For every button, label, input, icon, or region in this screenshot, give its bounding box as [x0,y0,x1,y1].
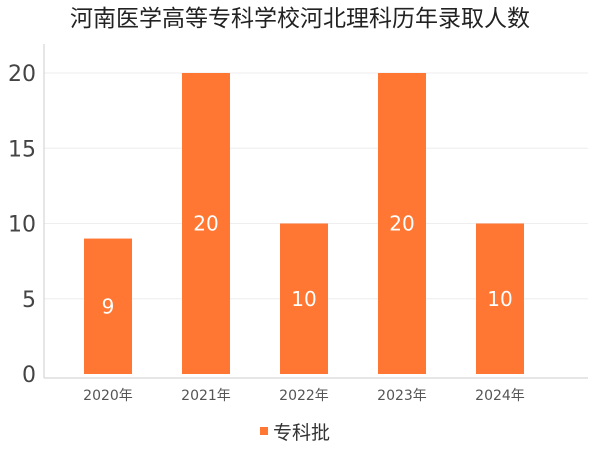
x-tick-label: 2020年 [83,388,133,404]
x-tick-labels: 2020年 2021年 2022年 2023年 2024年 [83,388,525,404]
legend-label: 专科批 [273,422,330,444]
x-tick-label: 2022年 [279,388,329,404]
bar[interactable] [84,238,132,374]
bar[interactable] [182,73,230,374]
y-tick-label: 0 [22,363,36,388]
y-tick-label: 20 [8,62,36,87]
legend[interactable]: 专科批 [260,422,330,444]
bar[interactable] [476,223,524,375]
data-label: 9 [102,294,115,318]
axes [43,44,588,379]
y-tick-label: 15 [8,137,36,162]
data-label: 20 [389,212,414,236]
bar[interactable] [378,73,426,374]
data-label: 10 [487,287,512,311]
data-label: 20 [193,212,218,236]
y-tick-labels: 0 5 10 15 20 [8,62,36,388]
data-label: 10 [291,287,316,311]
x-tick-label: 2023年 [377,388,427,404]
chart-title: 河南医学高等专科学校河北理科历年录取人数 [70,6,530,32]
legend-swatch [260,427,268,435]
y-tick-label: 5 [22,288,36,313]
y-tick-label: 10 [8,213,36,238]
data-labels: 9 20 10 20 10 [102,212,513,319]
bar[interactable] [280,223,328,375]
bars [84,73,524,374]
x-tick-label: 2024年 [475,388,525,404]
x-tick-label: 2021年 [181,388,231,404]
